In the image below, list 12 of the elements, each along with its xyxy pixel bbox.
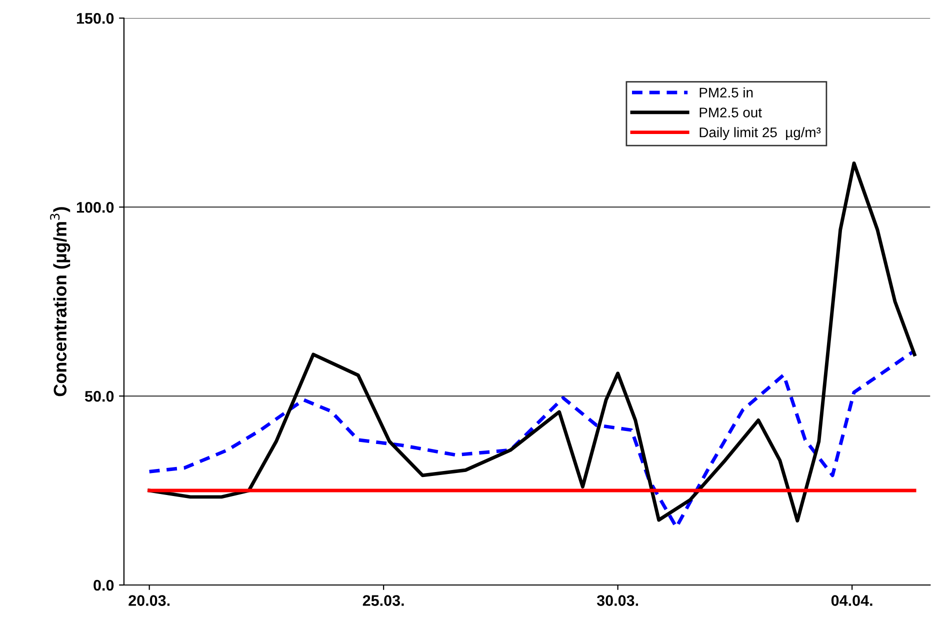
x-tick-label: 04.04.	[831, 595, 872, 606]
legend-label: PM2.5 out	[700, 108, 762, 118]
x-tick-label: 20.03.	[128, 595, 170, 606]
y-tick-label: 0.0	[94, 580, 114, 591]
legend-label: PM2.5 in	[700, 87, 753, 98]
legend-label: Daily limit 25 µg/m³	[700, 127, 821, 140]
y-axis-title: Concentration (µg/m$^{3}$)	[50, 207, 70, 396]
x-tick-label: 30.03.	[596, 595, 638, 606]
y-tick-label: 150.0	[76, 12, 114, 24]
y-tick-label: 50.0	[84, 390, 114, 402]
y-tick-label: 100.0	[76, 202, 114, 213]
x-tick-label: 25.03.	[362, 595, 404, 606]
